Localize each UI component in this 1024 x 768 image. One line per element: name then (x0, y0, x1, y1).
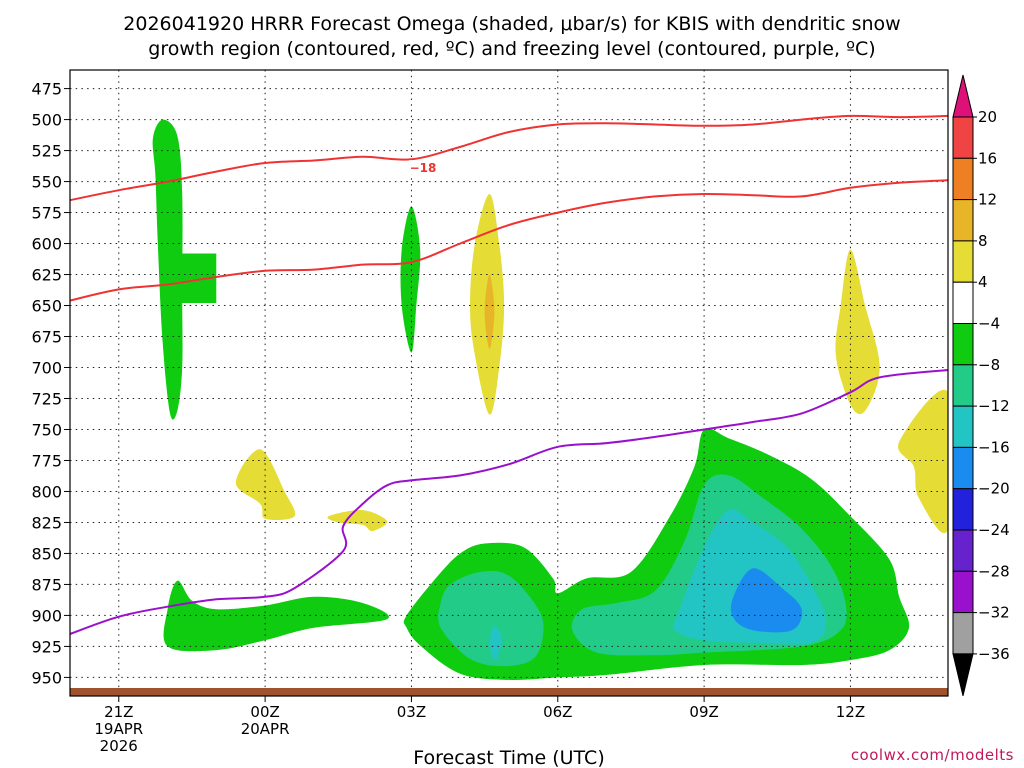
y-tick-label: 900 (31, 606, 62, 625)
x-tick-label: 19APR (94, 720, 143, 738)
omega-region-0 (152, 119, 183, 420)
x-tick-label: 2026 (100, 737, 138, 755)
y-tick-label: 500 (31, 111, 62, 130)
y-tick-label: 725 (31, 389, 62, 408)
colorbar-label: 12 (978, 191, 997, 209)
y-tick-label: 925 (31, 637, 62, 656)
dgz-contour-lower (70, 179, 948, 302)
y-tick-label: 525 (31, 142, 62, 161)
omega-region-14 (489, 625, 502, 661)
y-tick-label: 750 (31, 420, 62, 439)
contours: −18 (70, 114, 948, 635)
colorbar-bin (952, 488, 974, 531)
y-tick-label: 575 (31, 204, 62, 223)
omega-region-11 (438, 570, 544, 667)
ground-strip (70, 688, 948, 696)
y-tick-label: 625 (31, 266, 62, 285)
chart-title-line1: 2026041920 HRRR Forecast Omega (shaded, … (123, 13, 900, 35)
y-axis: 475 500 525 550 575 600 625 650 675 700 725 750 775 8… (31, 80, 70, 687)
y-tick-label: 700 (31, 359, 62, 378)
x-axis-label: Forecast Time (UTC) (413, 747, 604, 768)
y-tick-label: 650 (31, 297, 62, 316)
colorbar-label: −16 (978, 438, 1010, 456)
colorbar-bin (952, 240, 974, 283)
omega-region-5 (835, 249, 880, 415)
y-tick-label: 825 (31, 513, 62, 532)
omega-region-9 (163, 580, 389, 652)
x-tick-label: 06Z (543, 703, 572, 721)
dgz-contour-label: −18 (410, 161, 437, 175)
dgz-contour-upper (70, 114, 948, 202)
omega-region-2 (400, 206, 421, 353)
y-tick-label: 850 (31, 544, 62, 563)
omega-region-1 (167, 253, 217, 303)
y-tick-label: 600 (31, 235, 62, 254)
colorbar-bin (952, 446, 974, 490)
colorbar-label: 4 (978, 273, 988, 291)
colorbar-bin (952, 323, 974, 366)
colorbar-bottom-arrow (952, 653, 974, 697)
colorbar-label: −8 (978, 356, 1000, 374)
colorbar-label: 8 (978, 232, 988, 250)
y-tick-label: 775 (31, 451, 62, 470)
credit-text: coolwx.com/modelts (851, 746, 1014, 764)
colorbar-bin (952, 157, 974, 201)
colorbar-label: −24 (978, 521, 1010, 539)
colorbar-label: 20 (978, 108, 997, 126)
y-tick-label: 800 (31, 482, 62, 501)
x-tick-label: 12Z (836, 703, 865, 721)
colorbar-label: −4 (978, 315, 1000, 333)
colorbar: 20 16 12 8 4 −4 −8 −12 −16 −20 −24 −28 −32 −36 (952, 74, 1010, 697)
colorbar-bin (952, 612, 974, 655)
x-tick-label: 09Z (689, 703, 718, 721)
y-tick-label: 675 (31, 328, 62, 347)
y-tick-label: 950 (31, 668, 62, 687)
colorbar-bin (952, 405, 974, 448)
colorbar-bin (952, 364, 974, 407)
dgz-label-bg (408, 160, 437, 175)
omega-region-6 (898, 389, 948, 534)
colorbar-label: −12 (978, 397, 1010, 415)
colorbar-label: −28 (978, 562, 1010, 580)
plot-frame (69, 69, 949, 697)
y-tick-label: 875 (31, 575, 62, 594)
y-tick-label: 550 (31, 173, 62, 192)
omega-region-4 (484, 274, 495, 349)
colorbar-bin (952, 529, 974, 572)
colorbar-label: −20 (978, 480, 1010, 498)
colorbar-top-arrow (952, 74, 974, 118)
colorbar-bin (952, 570, 974, 614)
colorbar-bin (952, 199, 974, 242)
x-tick-label: 20APR (241, 720, 290, 738)
chart-title-line2: growth region (contoured, red, ºC) and f… (148, 38, 875, 60)
omega-region-8 (327, 509, 388, 532)
x-tick-label: 03Z (397, 703, 426, 721)
colorbar-bin (952, 281, 974, 325)
colorbar-label: −32 (978, 604, 1010, 622)
gridlines (70, 70, 948, 696)
x-tick-label: 00Z (250, 703, 279, 721)
x-tick-label: 21Z (104, 703, 133, 721)
freezing-level-contour (70, 369, 948, 635)
colorbar-bin (952, 116, 974, 159)
colorbar-label: −36 (978, 645, 1010, 663)
y-tick-label: 475 (31, 80, 62, 99)
colorbar-label: 16 (978, 149, 997, 167)
omega-region-7 (235, 449, 296, 521)
